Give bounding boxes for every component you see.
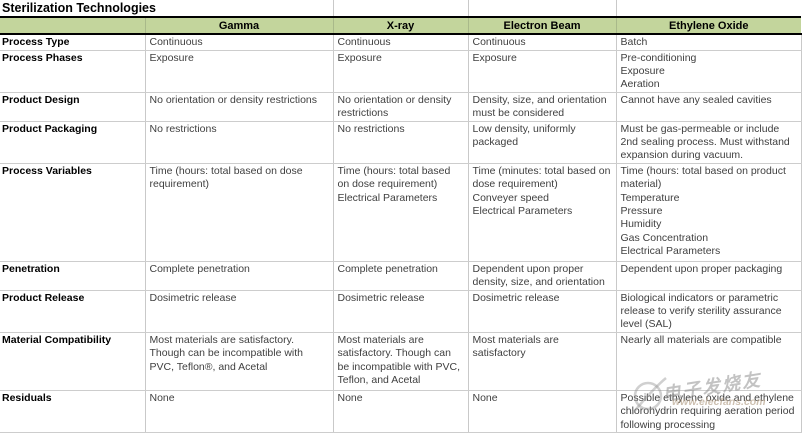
page-title: Sterilization Technologies (2, 1, 156, 15)
column-header-xray: X-ray (332, 16, 468, 35)
table-row-process-variables: Process Variables Time (hours: total bas… (0, 163, 802, 262)
table-cell: Exposure (467, 50, 616, 93)
table-row-product-design: Product Design No orientation or density… (0, 92, 802, 122)
column-header-ethylene-oxide: Ethylene Oxide (615, 16, 801, 35)
table-cell: Nearly all materials are compatible (615, 332, 802, 391)
table-cell: No orientation or density restrictions (144, 92, 333, 122)
column-header-row: Gamma X-ray Electron Beam Ethylene Oxide (0, 16, 801, 35)
column-header-electron-beam: Electron Beam (467, 16, 616, 35)
table-cell: Batch (615, 34, 802, 51)
row-label: Material Compatibility (0, 332, 145, 391)
table-row-residuals: Residuals None None None Possible ethyle… (0, 390, 802, 433)
row-label: Process Variables (0, 163, 145, 262)
column-header-gamma: Gamma (144, 16, 333, 35)
table-cell: Dosimetric release (332, 290, 468, 333)
table-cell: No restrictions (332, 121, 468, 164)
table-cell: Most materials are satisfactory. Though … (144, 332, 333, 391)
table-cell: Dosimetric release (467, 290, 616, 333)
table-cell: Complete penetration (332, 261, 468, 291)
table-cell: None (467, 390, 616, 433)
table-cell: Exposure (144, 50, 333, 93)
table-cell: No restrictions (144, 121, 333, 164)
table-row-process-phases: Process Phases Exposure Exposure Exposur… (0, 50, 802, 93)
row-label: Product Release (0, 290, 145, 333)
table-cell: Time (hours: total based on dose require… (332, 163, 468, 262)
row-label: Process Phases (0, 50, 145, 93)
row-label: Process Type (0, 34, 145, 51)
table-cell: Most materials are satisfactory. Though … (332, 332, 468, 391)
table-cell: Must be gas-permeable or include 2nd sea… (615, 121, 802, 164)
title-spacer-cell (467, 0, 616, 17)
column-header-blank (0, 16, 145, 35)
table-cell: Biological indicators or parametric rele… (615, 290, 802, 333)
table-row-material-compatibility: Material Compatibility Most materials ar… (0, 332, 802, 391)
title-spacer-cell (332, 0, 468, 17)
table-cell: Complete penetration (144, 261, 333, 291)
table-cell: Possible ethylene oxide and ethylene chl… (615, 390, 802, 433)
table-row-product-packaging: Product Packaging No restrictions No res… (0, 121, 802, 164)
table-cell: Most materials are satisfactory (467, 332, 616, 391)
row-label: Product Packaging (0, 121, 145, 164)
table-cell: Density, size, and orientation must be c… (467, 92, 616, 122)
title-spacer-cell (615, 0, 801, 17)
table-cell: Exposure (332, 50, 468, 93)
row-label: Penetration (0, 261, 145, 291)
row-label: Residuals (0, 390, 145, 433)
table-cell: No orientation or density restrictions (332, 92, 468, 122)
table-row-penetration: Penetration Complete penetration Complet… (0, 261, 802, 291)
table-cell: Pre-conditioning Exposure Aeration (615, 50, 802, 93)
table-cell: Dosimetric release (144, 290, 333, 333)
table-cell: Cannot have any sealed cavities (615, 92, 802, 122)
table-cell: Time (hours: total based on product mate… (615, 163, 802, 262)
table-cell: Continuous (467, 34, 616, 51)
table-cell: Continuous (332, 34, 468, 51)
table-cell: None (332, 390, 468, 433)
table-row-process-type: Process Type Continuous Continuous Conti… (0, 34, 802, 51)
table-cell: Dependent upon proper packaging (615, 261, 802, 291)
title-row: Sterilization Technologies (0, 0, 801, 17)
table-cell: Continuous (144, 34, 333, 51)
table-cell: Low density, uniformly packaged (467, 121, 616, 164)
table-cell: Time (minutes: total based on dose requi… (467, 163, 616, 262)
row-label: Product Design (0, 92, 145, 122)
table-row-product-release: Product Release Dosimetric release Dosim… (0, 290, 802, 333)
table-cell: Time (hours: total based on dose require… (144, 163, 333, 262)
table-cell: Dependent upon proper density, size, and… (467, 261, 616, 291)
table-cell: None (144, 390, 333, 433)
